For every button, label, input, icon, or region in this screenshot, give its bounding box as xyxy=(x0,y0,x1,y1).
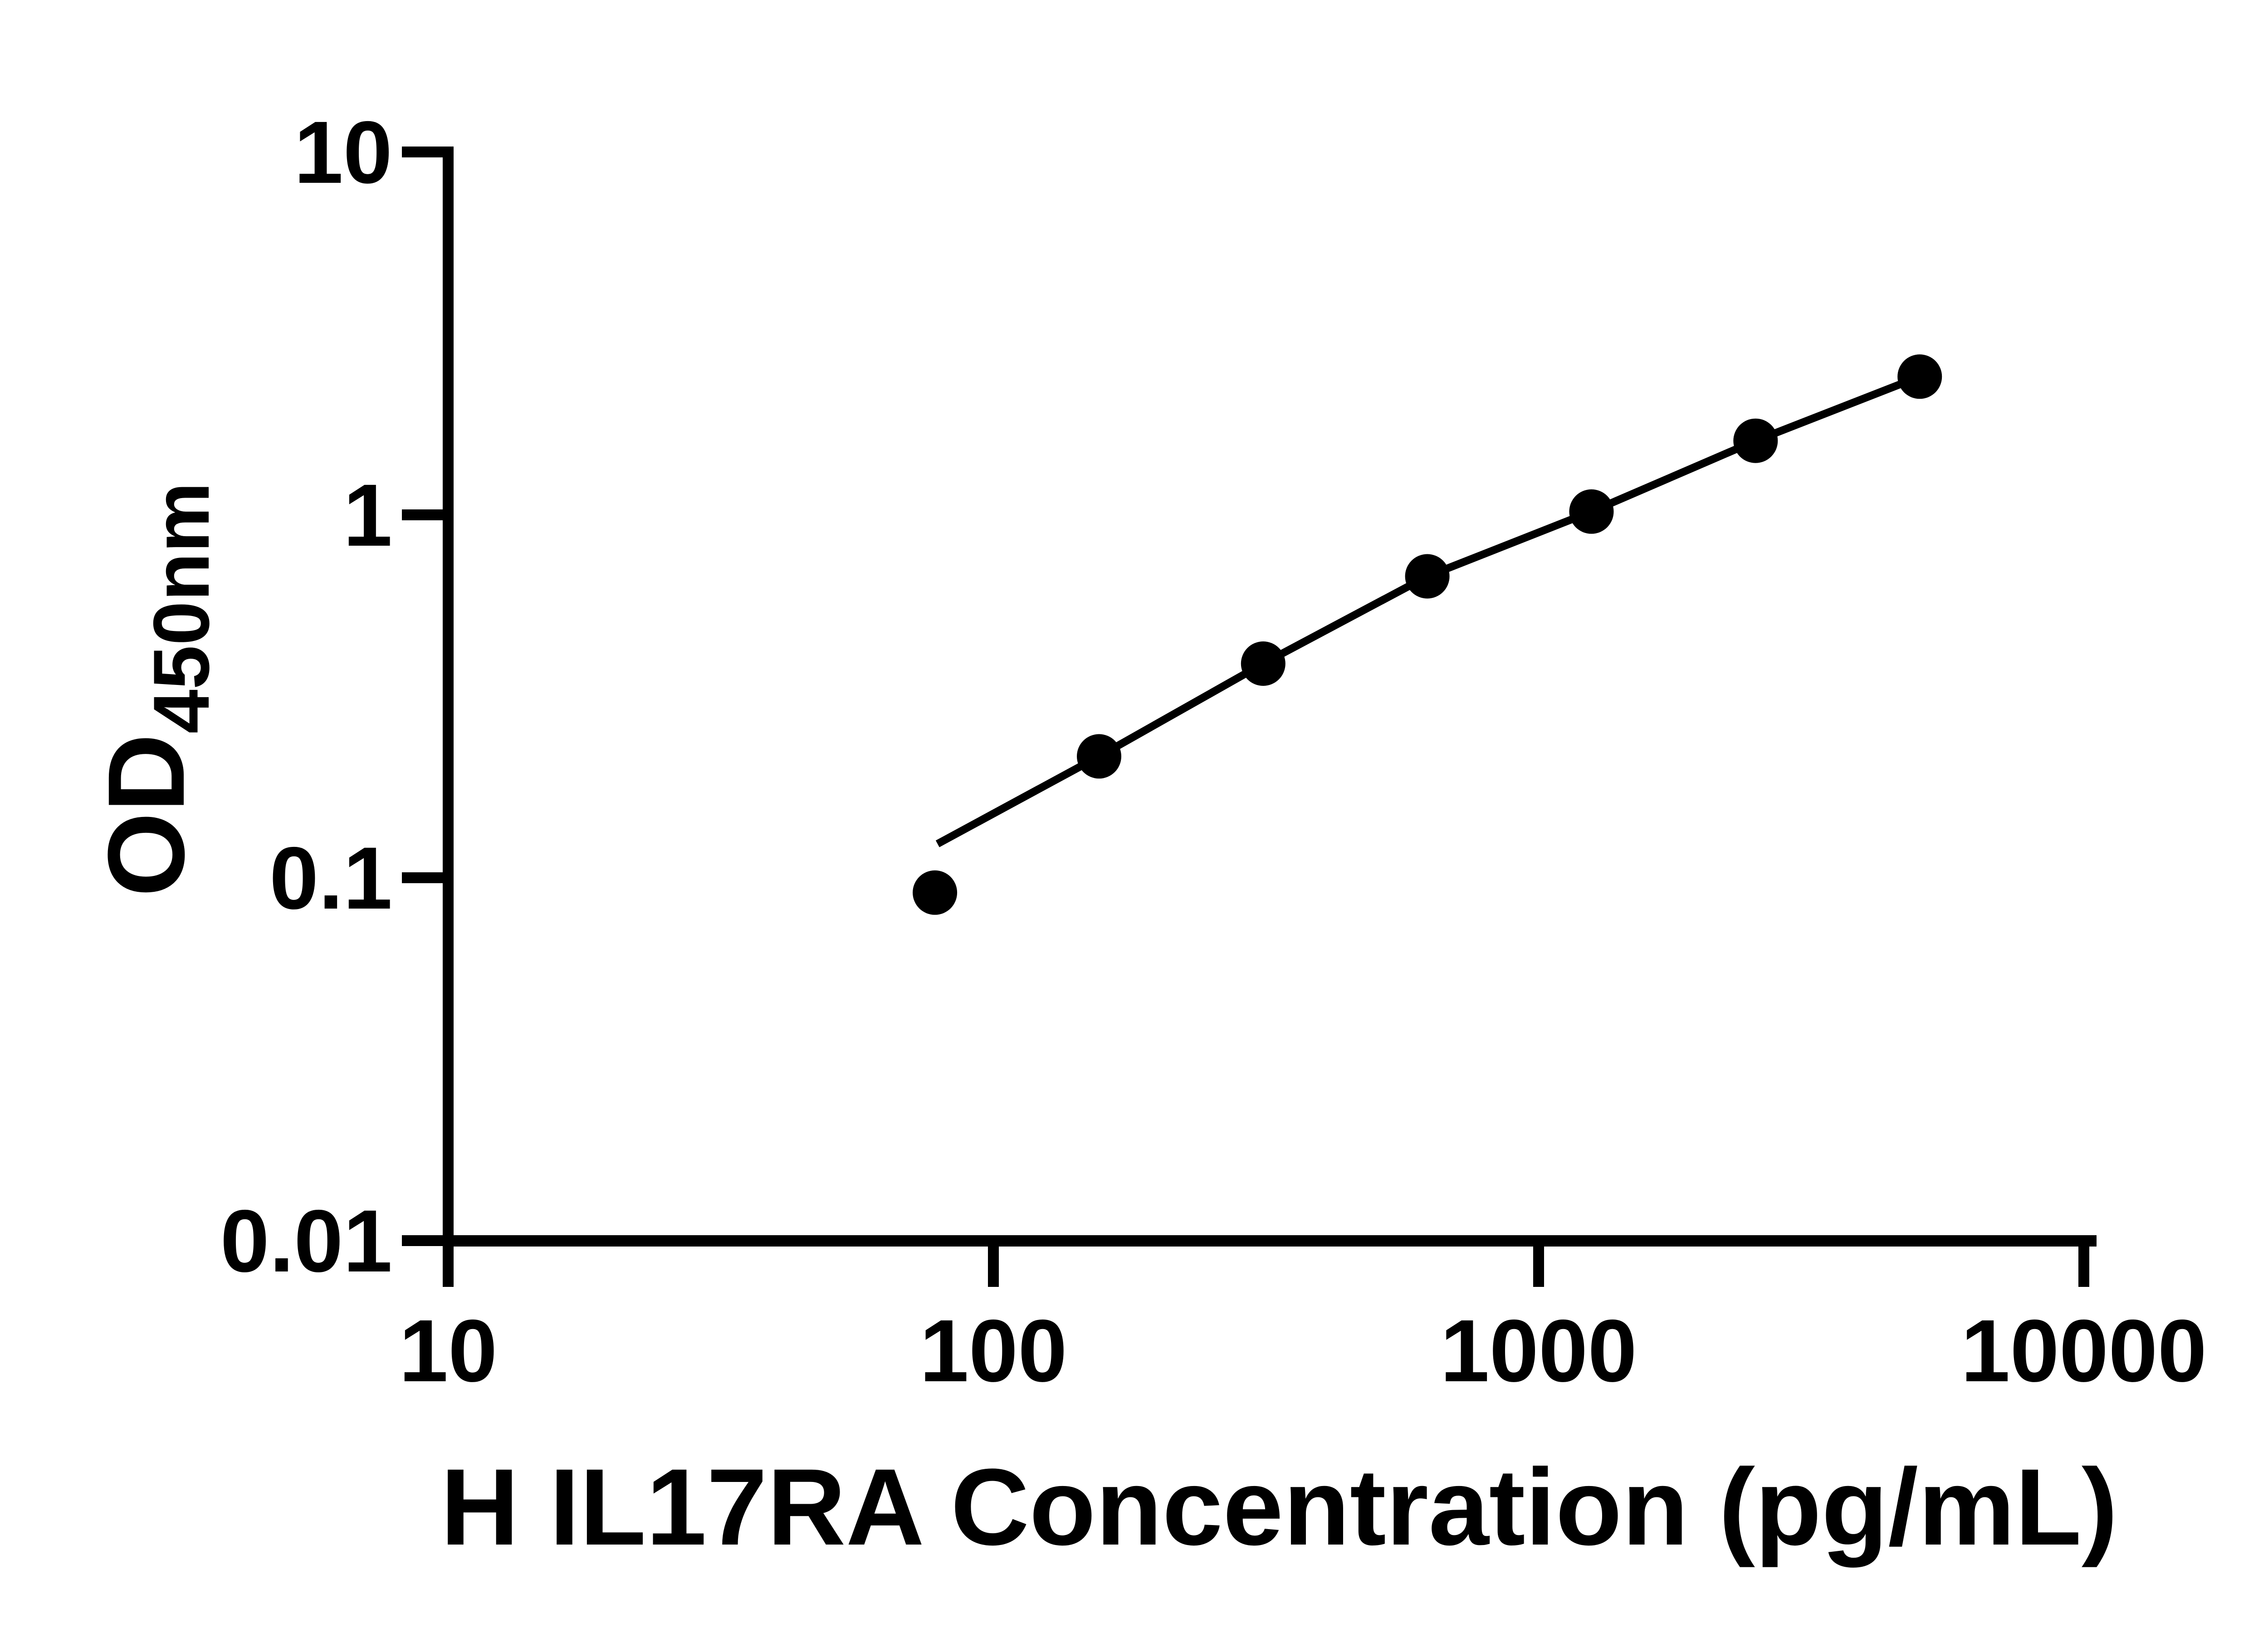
y-tick xyxy=(402,509,443,520)
x-tick-label: 1000 xyxy=(1440,1301,1637,1400)
x-tick-label: 100 xyxy=(919,1301,1067,1400)
series-layer xyxy=(913,354,1942,915)
y-tick xyxy=(402,147,443,157)
x-tick xyxy=(988,1246,999,1287)
y-tick-label: 10 xyxy=(294,103,392,202)
x-tick xyxy=(2078,1246,2089,1287)
y-tick-label: 0.1 xyxy=(269,829,392,928)
y-tick-label: 1 xyxy=(343,466,392,565)
axes-layer xyxy=(443,147,2097,1247)
x-tick xyxy=(443,1246,454,1287)
y-axis-title-main: OD xyxy=(85,733,207,897)
x-axis-title: H IL17RA Concentration (pg/mL) xyxy=(440,1446,2118,1568)
y-axis-title-subscript: 450nm xyxy=(137,482,226,733)
y-tick-label: 0.01 xyxy=(220,1192,392,1291)
data-point xyxy=(1241,641,1286,686)
tick-label-layer: 10 100 1000 10000 10 1 0.1 0.01 xyxy=(220,103,2207,1400)
y-axis-line xyxy=(443,147,454,1246)
tick-layer xyxy=(402,147,2089,1287)
data-point xyxy=(913,870,958,915)
data-point xyxy=(1733,418,1778,463)
data-point xyxy=(1897,354,1942,399)
data-point xyxy=(1077,734,1121,779)
x-tick xyxy=(1533,1246,1544,1287)
x-tick-label: 10 xyxy=(399,1301,498,1400)
y-tick xyxy=(402,872,443,883)
data-point xyxy=(1569,489,1614,534)
y-tick xyxy=(402,1235,443,1246)
x-tick-label: 10000 xyxy=(1961,1301,2207,1400)
y-axis-title: OD450nm xyxy=(85,482,226,897)
data-point xyxy=(1405,554,1450,599)
x-axis-line xyxy=(443,1235,2097,1247)
